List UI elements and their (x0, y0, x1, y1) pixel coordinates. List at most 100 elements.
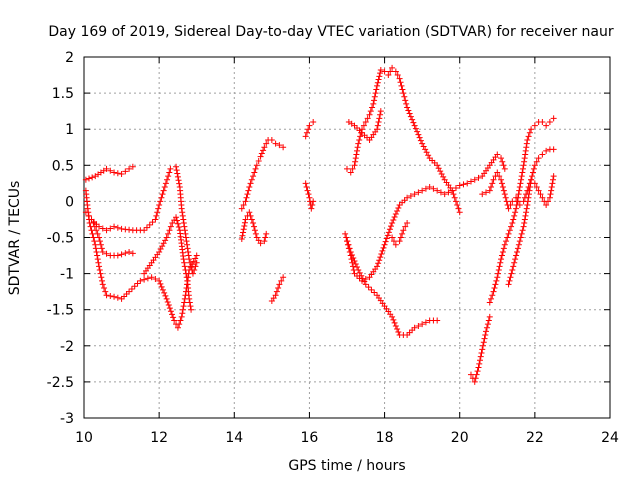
data-point (549, 180, 556, 187)
data-point (505, 230, 512, 237)
data-point (507, 274, 514, 281)
data-point (169, 311, 176, 318)
data-point (411, 324, 418, 331)
data-point (162, 292, 169, 299)
data-point (181, 299, 188, 306)
data-point (426, 183, 433, 190)
data-point (156, 202, 163, 209)
data-point (481, 335, 488, 342)
data-point (486, 313, 493, 320)
data-point (395, 328, 402, 335)
data-point (539, 151, 546, 158)
data-point (186, 299, 193, 306)
data-point (397, 79, 404, 86)
data-point (377, 70, 384, 77)
data-point (184, 241, 191, 248)
data-point (513, 205, 520, 212)
data-point (375, 118, 382, 125)
data-point (357, 133, 364, 140)
data-point (524, 187, 531, 194)
data-point (141, 276, 148, 283)
data-point (355, 140, 362, 147)
data-point (491, 285, 498, 292)
data-point (519, 169, 526, 176)
data-point (505, 281, 512, 288)
data-point (509, 266, 516, 273)
data-point (99, 225, 106, 232)
data-point (371, 93, 378, 100)
data-point (546, 194, 553, 201)
data-point (94, 256, 101, 263)
x-tick-label: 22 (526, 430, 544, 446)
data-point (173, 163, 180, 170)
data-point (533, 183, 540, 190)
data-point (529, 169, 536, 176)
data-point (193, 252, 200, 259)
data-point (531, 180, 538, 187)
data-point (86, 175, 93, 182)
data-point (516, 202, 523, 209)
data-point (250, 173, 257, 180)
data-point (486, 299, 493, 306)
data-point (97, 270, 104, 277)
data-point (501, 191, 508, 198)
data-point (545, 198, 552, 205)
data-point (99, 281, 106, 288)
data-point (122, 168, 129, 175)
data-point (516, 238, 523, 245)
data-point (419, 321, 426, 328)
data-point (501, 241, 508, 248)
data-point (159, 286, 166, 293)
data-point (394, 325, 401, 332)
data-point (128, 285, 135, 292)
data-point (243, 194, 250, 201)
data-point (528, 126, 535, 133)
data-point (409, 116, 416, 123)
x-tick-label: 16 (301, 430, 319, 446)
data-point (521, 220, 528, 227)
data-point (165, 173, 172, 180)
data-point (374, 122, 381, 129)
data-point (550, 173, 557, 180)
data-point (152, 216, 159, 223)
data-point (515, 241, 522, 248)
data-point (488, 183, 495, 190)
data-point (272, 292, 279, 299)
data-point (280, 274, 287, 281)
data-point (430, 185, 437, 192)
data-point (156, 277, 163, 284)
data-point (510, 216, 517, 223)
data-point (255, 157, 262, 164)
data-point (174, 324, 181, 331)
data-point (253, 162, 260, 169)
data-point (165, 230, 172, 237)
axis-ticks: 10 12 14 16 18 20 22 24 -3 -2.5 -2 -1.5 -1 -0.5 0 0.5 1 1… (47, 50, 619, 446)
data-point (180, 303, 187, 310)
data-point (383, 235, 390, 242)
data-point (475, 364, 482, 371)
data-point (182, 234, 189, 241)
data-point (245, 187, 252, 194)
data-point (550, 176, 557, 183)
data-point (471, 176, 478, 183)
data-point (179, 310, 186, 317)
data-point (501, 165, 508, 172)
data-point (354, 263, 361, 270)
data-point (529, 173, 536, 180)
data-point (422, 319, 429, 326)
data-point (356, 137, 363, 144)
data-point (96, 238, 103, 245)
data-point (407, 192, 414, 199)
y-tick-label: 0.5 (52, 158, 74, 174)
data-point (261, 238, 268, 245)
data-point (456, 209, 463, 216)
data-point (498, 252, 505, 259)
data-point (489, 180, 496, 187)
data-point (163, 234, 170, 241)
data-point (405, 107, 412, 114)
data-point (434, 187, 441, 194)
data-point (238, 235, 245, 242)
data-point (537, 191, 544, 198)
data-point (407, 113, 414, 120)
data-point (89, 174, 96, 181)
